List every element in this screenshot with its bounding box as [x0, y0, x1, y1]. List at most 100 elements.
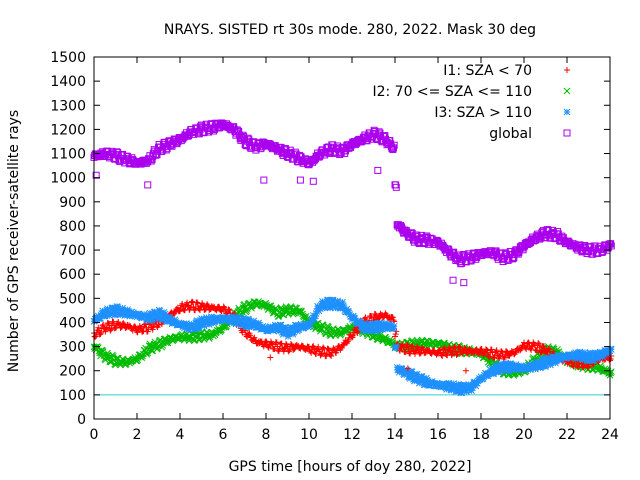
data-point	[318, 351, 325, 358]
data-point	[100, 321, 107, 328]
data-point	[112, 361, 119, 369]
y-tick-label: 1400	[50, 74, 86, 90]
x-tick-label: 16	[429, 427, 447, 443]
data-point	[439, 352, 446, 359]
data-point	[392, 331, 399, 338]
outlier-point	[460, 279, 468, 287]
data-point	[392, 344, 400, 351]
y-tick-label: 500	[59, 291, 86, 307]
data-point	[525, 340, 532, 347]
data-point	[607, 368, 615, 375]
data-point	[194, 299, 201, 306]
data-point	[416, 350, 423, 357]
data-point	[369, 334, 376, 341]
outlier-point	[462, 367, 469, 374]
y-tick-label: 200	[59, 364, 86, 380]
outlier-point	[260, 176, 268, 184]
data-point	[368, 313, 375, 320]
data-point	[187, 304, 194, 311]
data-point	[328, 352, 335, 359]
data-point	[308, 349, 315, 356]
data-point	[404, 342, 411, 349]
data-point	[177, 307, 183, 314]
data-point	[490, 355, 497, 362]
outliers	[267, 354, 469, 374]
data-point	[115, 319, 122, 326]
x-tick-label: 2	[133, 427, 142, 443]
outlier-point	[449, 276, 457, 284]
x-axis-label: GPS time [hours of doy 280, 2022]	[229, 459, 472, 475]
outlier-point	[374, 166, 382, 174]
y-tick-label: 0	[77, 412, 86, 428]
chart-title: NRAYS. SISTED rt 30s mode. 280, 2022. Ma…	[164, 22, 536, 38]
outlier-point	[296, 176, 304, 184]
data-point	[350, 332, 357, 339]
data-point	[313, 350, 320, 357]
data-point	[194, 300, 201, 307]
data-point	[540, 343, 547, 350]
data-point	[447, 346, 454, 353]
x-tick-label: 12	[343, 427, 361, 443]
data-point	[103, 324, 110, 331]
series-3	[90, 119, 615, 268]
data-point	[485, 353, 492, 360]
y-tick-label: 400	[59, 315, 86, 331]
x-tick-label: 0	[90, 427, 99, 443]
data-point	[450, 349, 457, 356]
y-tick-label: 800	[59, 219, 86, 235]
data-point	[138, 354, 146, 362]
y-tick-label: 900	[59, 195, 86, 211]
data-point	[362, 314, 369, 321]
data-point	[199, 302, 206, 309]
data-point	[343, 340, 350, 347]
x-tick-label: 22	[558, 427, 576, 443]
data-point	[273, 339, 280, 346]
y-tick-label: 1500	[50, 50, 86, 66]
data-point	[456, 344, 463, 351]
x-tick-label: 4	[176, 427, 185, 443]
data-point	[184, 302, 191, 309]
x-tick-label: 24	[601, 427, 619, 443]
data-point	[155, 321, 162, 328]
x-tick-label: 14	[386, 427, 404, 443]
data-point	[488, 346, 495, 353]
legend-label: I3: SZA > 110	[434, 105, 532, 121]
data-point	[281, 345, 288, 352]
data-point	[493, 347, 500, 354]
data-point	[118, 324, 125, 331]
y-tick-label: 1200	[50, 122, 86, 138]
data-point	[204, 301, 211, 308]
data-point	[323, 350, 330, 357]
y-axis-label: Number of GPS receiver-satellite rays	[6, 110, 22, 372]
data-point	[545, 346, 552, 353]
legend-label: global	[489, 126, 532, 142]
data-point	[580, 363, 587, 370]
data-point	[97, 331, 104, 338]
data-point	[349, 332, 355, 339]
data-point	[318, 350, 325, 357]
x-tick-label: 20	[515, 427, 533, 443]
data-point	[315, 343, 322, 350]
outlier-point	[309, 177, 317, 185]
y-tick-label: 700	[59, 243, 86, 259]
x-tick-label: 18	[472, 427, 490, 443]
y-tick-label: 1100	[50, 147, 86, 163]
data-point	[584, 364, 591, 371]
data-point	[453, 351, 460, 358]
data-point	[535, 340, 542, 347]
data-point	[399, 342, 406, 349]
data-point	[512, 349, 519, 356]
x-tick-label: 10	[300, 427, 318, 443]
data-point	[412, 348, 419, 355]
data-point	[225, 306, 232, 313]
legend-label: I2: 70 <= SZA <= 110	[372, 84, 532, 100]
legend-marker	[563, 108, 571, 116]
data-point	[189, 298, 196, 305]
legend-marker	[563, 129, 571, 137]
data-point	[251, 334, 258, 341]
data-point	[95, 324, 102, 331]
legend: I1: SZA < 70 I2: 70 <= SZA <= 110 I3: SZA …	[372, 63, 571, 142]
data-point	[196, 306, 203, 313]
data-point	[533, 347, 540, 354]
